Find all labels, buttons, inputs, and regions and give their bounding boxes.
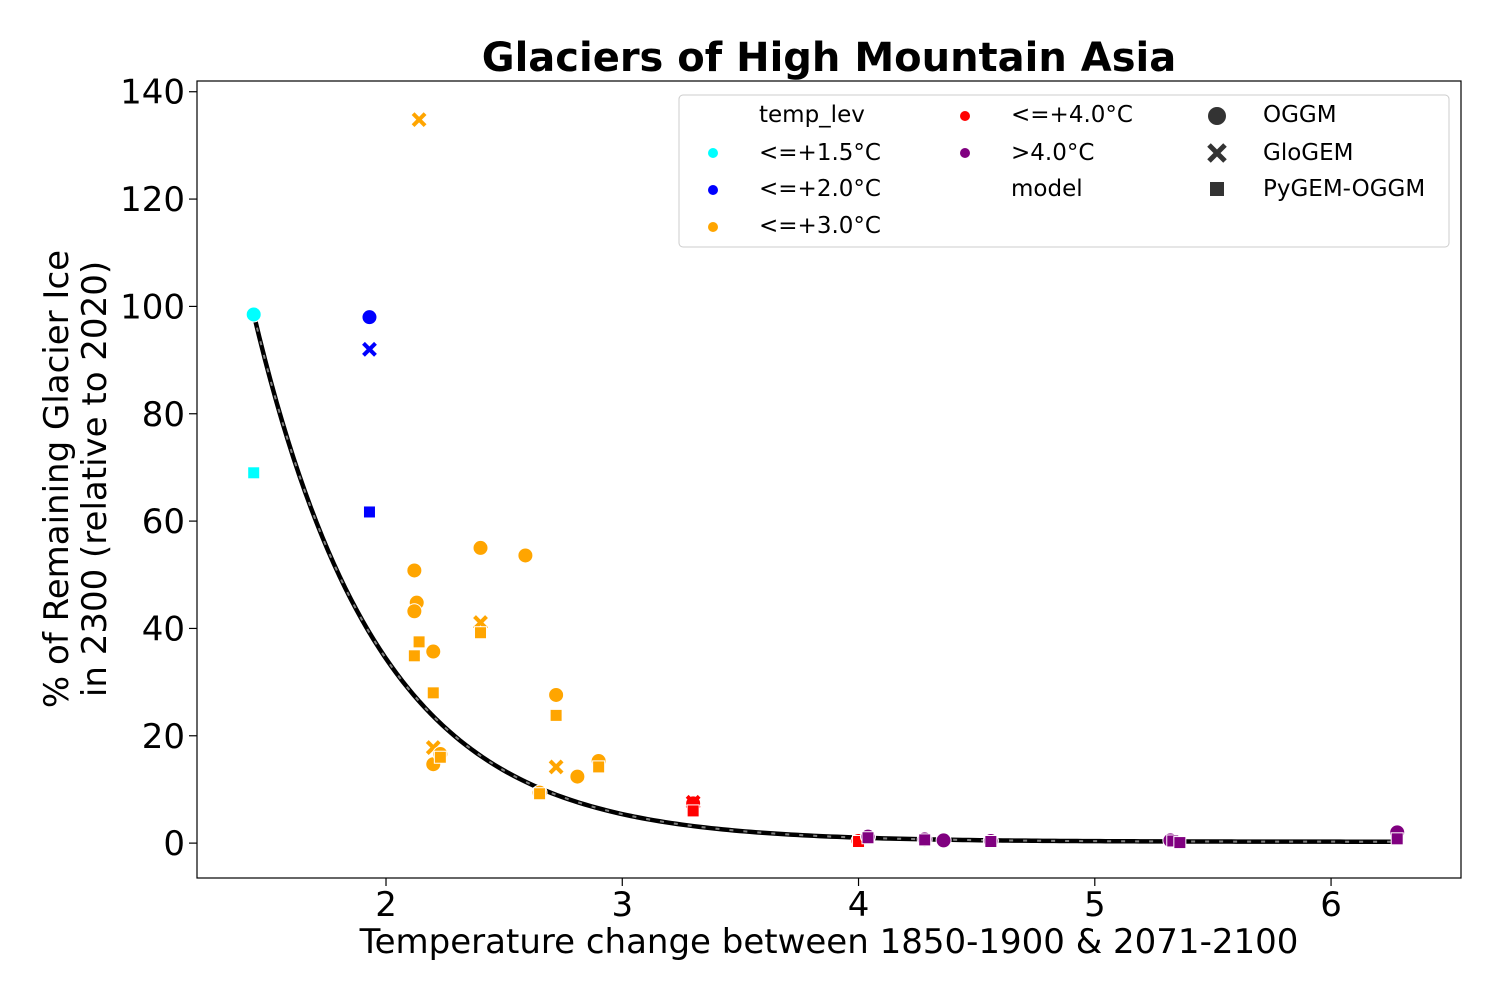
data-point-oggm	[548, 686, 565, 703]
legend-marker-hue-5	[960, 148, 970, 158]
data-point-pygem-oggm	[918, 833, 932, 847]
data-point-oggm	[245, 306, 262, 323]
data-point-oggm	[472, 539, 489, 556]
fit-curve-dashed	[252, 313, 1398, 843]
legend-marker-hue-3	[708, 222, 718, 232]
legend-style-title: model	[1011, 176, 1083, 202]
x-tick-label: 3	[611, 885, 633, 925]
data-point-pygem-oggm	[362, 505, 376, 519]
data-point-pygem-oggm	[426, 686, 440, 700]
data-point-oggm	[361, 309, 378, 326]
data-point-pygem-oggm	[407, 649, 421, 663]
data-point-pygem-oggm	[592, 760, 606, 774]
legend-marker-hue-2	[708, 185, 718, 195]
y-tick-label: 100	[120, 287, 185, 327]
legend: temp_lev <=+1.5°C <=+2.0°C <=+3.0°C <=+4…	[678, 94, 1450, 248]
data-point-glogem	[411, 112, 427, 128]
legend-marker-square	[1210, 182, 1224, 196]
data-point-oggm	[425, 643, 442, 660]
data-point-oggm	[517, 547, 534, 564]
legend-marker-x	[1207, 143, 1227, 163]
y-axis-label: % of Remaining Glacier Ice in 2300 (rela…	[37, 250, 115, 708]
y-axis-label-line2: in 2300 (relative to 2020)	[75, 261, 115, 697]
legend-label-hue-5: >4.0°C	[1011, 140, 1094, 166]
data-point-pygem-oggm	[433, 750, 447, 764]
legend-label-hue-1: <=+1.5°C	[759, 140, 881, 166]
y-axis: 0 20 40 60 80 100 120 140	[120, 73, 197, 864]
x-tick-label: 5	[1084, 885, 1106, 925]
legend-label-hue-2: <=+2.0°C	[759, 176, 881, 202]
data-point-pygem-oggm	[533, 787, 547, 801]
data-point-pygem-oggm	[247, 466, 261, 480]
data-point-pygem-oggm	[984, 835, 998, 849]
y-tick-label: 140	[120, 73, 185, 113]
fit-curve	[251, 313, 1398, 844]
data-point-glogem	[548, 759, 564, 775]
data-point-pygem-oggm	[1390, 832, 1404, 846]
data-point-glogem	[362, 341, 377, 357]
data-point-oggm	[406, 603, 423, 620]
legend-hue-title: temp_lev	[759, 102, 865, 128]
data-point-oggm	[935, 832, 952, 849]
x-axis-label: Temperature change between 1850-1900 & 2…	[359, 922, 1299, 962]
legend-label-pygem-oggm: PyGEM-OGGM	[1263, 176, 1425, 202]
y-tick-label: 60	[142, 502, 185, 542]
x-tick-label: 2	[375, 885, 397, 925]
legend-box	[678, 94, 1450, 248]
data-point-pygem-oggm	[549, 708, 563, 722]
x-axis: 2 3 4 5 6	[375, 878, 1342, 925]
data-point-pygem-oggm	[861, 831, 875, 845]
data-point-pygem-oggm	[1173, 836, 1187, 850]
y-tick-label: 80	[142, 395, 185, 435]
data-point-oggm	[406, 562, 423, 579]
data-point-pygem-oggm	[686, 804, 700, 818]
legend-marker-circle	[1208, 107, 1226, 125]
chart-title: Glaciers of High Mountain Asia	[482, 35, 1177, 81]
y-tick-label: 0	[163, 824, 185, 864]
legend-label-hue-4: <=+4.0°C	[1011, 102, 1133, 128]
legend-marker-hue-1	[708, 148, 718, 158]
y-tick-label: 20	[142, 717, 185, 757]
y-tick-label: 40	[142, 609, 185, 649]
y-axis-label-line1: % of Remaining Glacier Ice	[37, 250, 77, 708]
legend-label-glogem: GloGEM	[1263, 140, 1353, 166]
legend-label-oggm: OGGM	[1263, 102, 1337, 128]
x-tick-label: 6	[1320, 885, 1342, 925]
x-tick-label: 4	[848, 885, 870, 925]
plot-area	[196, 80, 1462, 879]
data-point-pygem-oggm	[412, 635, 426, 649]
data-point-pygem-oggm	[474, 626, 488, 640]
legend-label-hue-3: <=+3.0°C	[759, 213, 881, 239]
legend-marker-hue-4	[960, 111, 970, 121]
data-point-oggm	[569, 768, 586, 785]
y-tick-label: 120	[120, 180, 185, 220]
plot-frame	[196, 80, 1462, 879]
